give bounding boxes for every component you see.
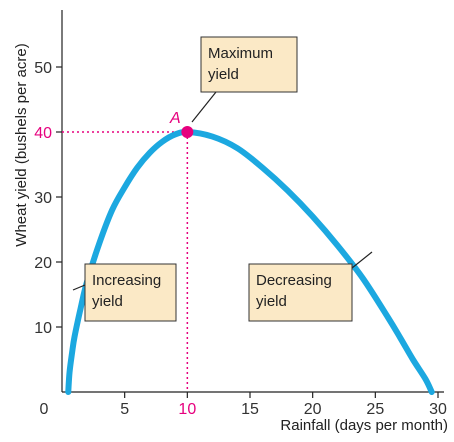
axes: [61, 10, 444, 393]
guides: [62, 131, 189, 392]
x-tick-label: 25: [366, 401, 384, 418]
x-tick-label: 5: [120, 401, 129, 418]
callout-text: yield: [256, 293, 287, 310]
point-a-label: A: [169, 110, 181, 127]
y-axis-label: Wheat yield (bushels per acre): [13, 43, 30, 246]
callout-leader: [72, 284, 86, 291]
x-ticks: 0 5 10 15 20 25 30: [40, 392, 447, 418]
callout-leader: [191, 91, 217, 123]
x-tick-label: 10: [178, 401, 196, 418]
y-tick-label: 30: [34, 190, 52, 207]
callout-max: Maximum yield: [191, 36, 298, 123]
y-tick-label: 10: [34, 320, 52, 337]
callout-box: [248, 263, 353, 322]
callout-leader: [351, 251, 373, 269]
point-a-group: A: [169, 110, 194, 138]
x-tick-label: 20: [304, 401, 322, 418]
yield-curve: [65, 128, 435, 395]
callout-text: Decreasing: [256, 272, 332, 289]
x-axis-label: Rainfall (days per month): [280, 417, 448, 434]
callouts: Maximum yield Increasing yield Decreasing yie…: [72, 36, 373, 322]
callout-text: Increasing: [92, 272, 161, 289]
callout-text: yield: [92, 293, 123, 310]
point-a: [181, 126, 194, 138]
callout-dec: Decreasing yield: [248, 251, 373, 322]
callout-text: yield: [208, 66, 239, 83]
callout-text: Maximum: [208, 45, 273, 62]
y-tick-label: 20: [34, 255, 52, 272]
x-tick-label: 15: [241, 401, 259, 418]
y-tick-label: 40: [34, 125, 52, 142]
x-tick-label: 30: [429, 401, 447, 418]
callout-box: [200, 36, 298, 93]
y-tick-label: 50: [34, 60, 52, 77]
callout-inc: Increasing yield: [72, 263, 177, 322]
callout-box: [84, 263, 177, 322]
origin-label: 0: [40, 401, 49, 418]
y-ticks: 10 20 30 40 50: [34, 60, 62, 337]
